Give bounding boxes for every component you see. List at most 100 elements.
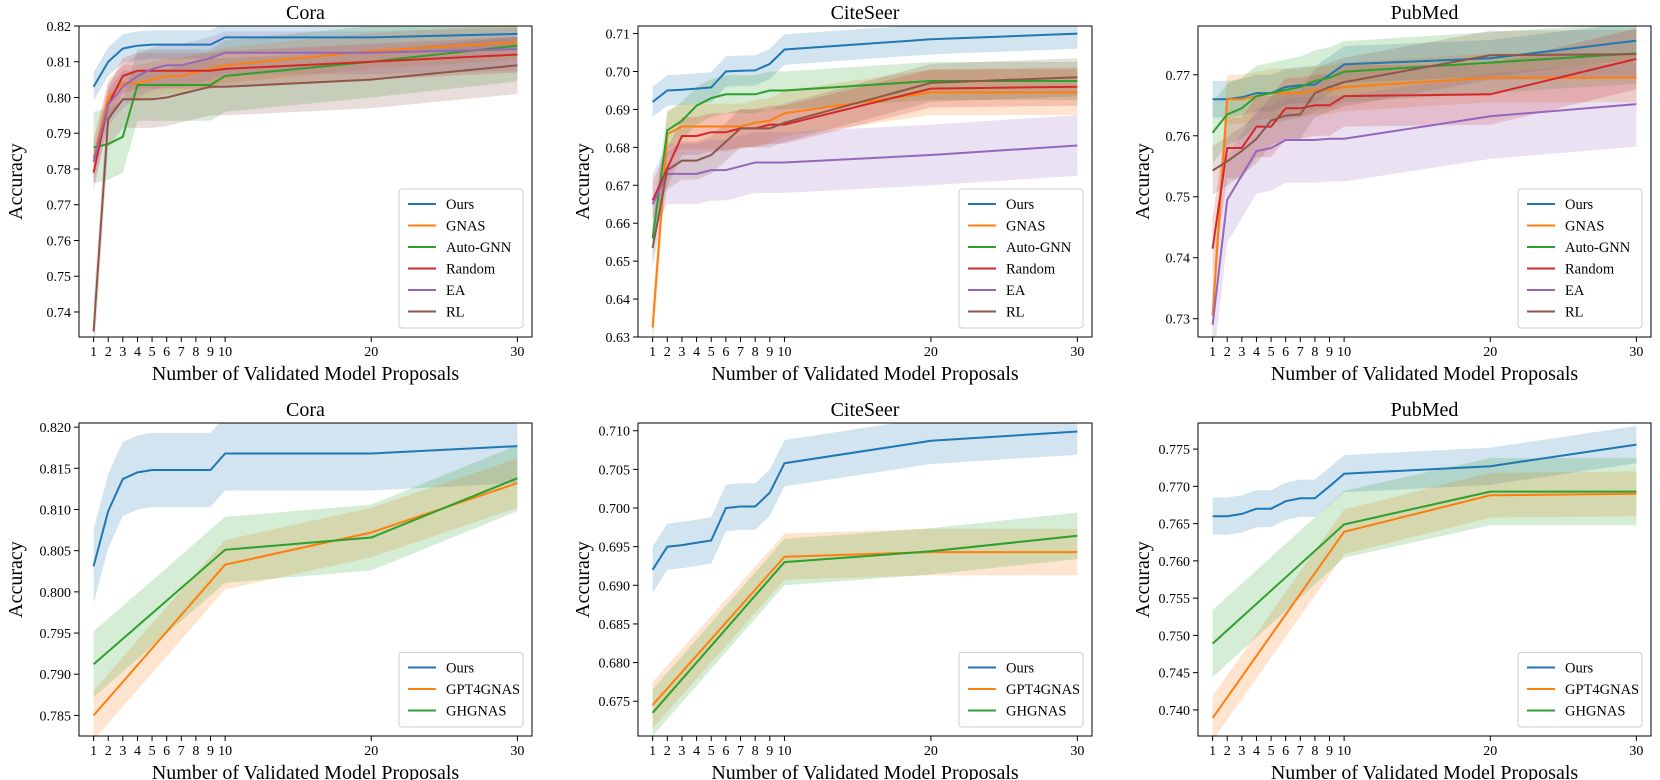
plot-frame — [78, 422, 533, 737]
y-tick-label: 0.695 — [599, 541, 631, 556]
y-tick-label: 0.77 — [47, 199, 72, 214]
x-tick-label: 9 — [1326, 744, 1333, 759]
series-line-ours — [92, 445, 518, 567]
series-line-ghgnas — [651, 534, 1078, 714]
x-tick-label: 1 — [649, 345, 656, 360]
series-line-gpt4gnas — [1211, 492, 1637, 719]
legend-frame — [1517, 652, 1643, 728]
series-line-ea — [651, 144, 1078, 205]
x-tick-label: 30 — [510, 345, 524, 360]
plot-frame — [78, 25, 533, 338]
legend-label-gnas: GNAS — [1565, 219, 1604, 235]
x-tick-label: 6 — [1282, 744, 1289, 759]
y-tick-label: 0.74 — [47, 306, 72, 321]
series-line-rl — [1212, 53, 1637, 172]
series-line-gnas — [651, 91, 1078, 328]
chart-panel-3: 1 2 3 4 5 6 7 8 9 10 20 30 0.73 0.74 0.75 0.76 0.77 PubMe… — [1132, 2, 1652, 385]
legend-label-gpt4gnas: GPT4GNAS — [1565, 682, 1639, 698]
y-tick-label: 0.815 — [40, 462, 72, 477]
plot-area — [92, 26, 518, 337]
x-tick-label: 7 — [737, 345, 744, 360]
x-tick-label: 4 — [1253, 744, 1260, 759]
legend-label-auto-gnn: Auto-GNN — [1565, 240, 1631, 256]
legend-label-ea: EA — [1006, 283, 1026, 299]
series-line-rl — [651, 76, 1078, 249]
series-line-ghgnas — [92, 477, 518, 666]
chart-panel-5: 1 2 3 4 5 6 7 8 9 10 20 30 0.675 0.680 0.685 0.690 0.695… — [572, 399, 1093, 780]
x-tick-label: 8 — [192, 345, 199, 360]
y-tick-label: 0.67 — [606, 179, 631, 194]
series-band-gpt4gnas — [652, 528, 1078, 729]
y-tick-label: 0.710 — [599, 425, 631, 440]
x-tick-label: 9 — [207, 744, 214, 759]
y-tick-label: 0.76 — [47, 234, 72, 249]
x-tick-label: 1 — [1209, 345, 1216, 360]
series-band-ghgnas — [1212, 458, 1637, 678]
x-tick-label: 5 — [708, 345, 715, 360]
y-tick-label: 0.675 — [599, 695, 631, 710]
x-axis-label: Number of Validated Model Proposals — [1271, 363, 1579, 385]
legend-label-auto-gnn: Auto-GNN — [1006, 240, 1072, 256]
x-tick-label: 30 — [1070, 744, 1084, 759]
x-tick-label: 8 — [752, 345, 759, 360]
legend-label-ghgnas: GHGNAS — [1006, 704, 1066, 720]
legend-label-random: Random — [1006, 262, 1056, 278]
series-line-ghgnas — [1211, 490, 1637, 645]
y-tick-label: 0.770 — [1159, 480, 1191, 495]
legend-frame — [398, 652, 524, 728]
y-tick-label: 0.690 — [599, 579, 631, 594]
x-tick-label: 2 — [664, 744, 671, 759]
legend-label-rl: RL — [1006, 305, 1025, 321]
x-tick-label: 6 — [722, 345, 729, 360]
y-tick-label: 0.82 — [47, 20, 72, 35]
x-tick-label: 8 — [192, 744, 199, 759]
series-band-gnas — [1212, 53, 1637, 337]
y-tick-label: 0.810 — [40, 503, 72, 518]
legend-label-ours: Ours — [446, 197, 475, 213]
y-tick-label: 0.790 — [40, 668, 72, 683]
series-band-ours — [1212, 426, 1637, 535]
series-line-random — [651, 85, 1078, 201]
x-tick-label: 5 — [149, 345, 156, 360]
panel-title: CiteSeer — [831, 2, 900, 24]
series-band-ours — [652, 26, 1078, 117]
x-tick-label: 2 — [105, 345, 112, 360]
y-tick-label: 0.63 — [606, 331, 631, 346]
x-tick-label: 1 — [1209, 744, 1216, 759]
x-tick-label: 4 — [693, 744, 700, 759]
series-band-ghgnas — [652, 512, 1078, 736]
plot-frame — [637, 25, 1093, 338]
y-axis-label: Accuracy — [572, 143, 594, 220]
y-tick-label: 0.69 — [606, 103, 631, 118]
series-line-gpt4gnas — [651, 551, 1078, 706]
series-band-gpt4gnas — [1212, 471, 1637, 736]
x-tick-label: 10 — [218, 744, 232, 759]
x-tick-label: 9 — [766, 744, 773, 759]
plot-area — [1211, 426, 1637, 736]
y-tick-label: 0.66 — [606, 217, 631, 232]
series-line-random — [92, 53, 518, 173]
x-tick-label: 6 — [163, 345, 170, 360]
plot-area — [651, 26, 1078, 337]
legend-label-ours: Ours — [446, 661, 475, 677]
legend: Ours GPT4GNAS GHGNAS — [958, 652, 1084, 728]
y-tick-label: 0.80 — [47, 91, 72, 106]
x-tick-label: 2 — [1224, 744, 1231, 759]
y-tick-label: 0.81 — [47, 56, 72, 71]
x-axis-label: Number of Validated Model Proposals — [1271, 762, 1579, 780]
plot-frame — [1197, 25, 1652, 338]
series-line-ours — [1212, 39, 1637, 101]
x-tick-label: 9 — [207, 345, 214, 360]
series-line-rl — [92, 64, 518, 332]
x-tick-label: 6 — [163, 744, 170, 759]
x-axis-label: Number of Validated Model Proposals — [711, 363, 1019, 385]
chart-panel-1: 1 2 3 4 5 6 7 8 9 10 20 30 0.74 0.75 0.76 0.77 0.78 0.79 0… — [5, 2, 533, 385]
x-tick-label: 9 — [1326, 345, 1333, 360]
legend-label-ours: Ours — [1006, 197, 1035, 213]
x-axis-label: Number of Validated Model Proposals — [711, 762, 1019, 780]
y-tick-label: 0.750 — [1159, 629, 1191, 644]
x-tick-label: 30 — [1070, 345, 1084, 360]
y-tick-label: 0.71 — [606, 28, 631, 43]
y-tick-label: 0.800 — [40, 586, 72, 601]
y-tick-label: 0.805 — [40, 545, 72, 560]
